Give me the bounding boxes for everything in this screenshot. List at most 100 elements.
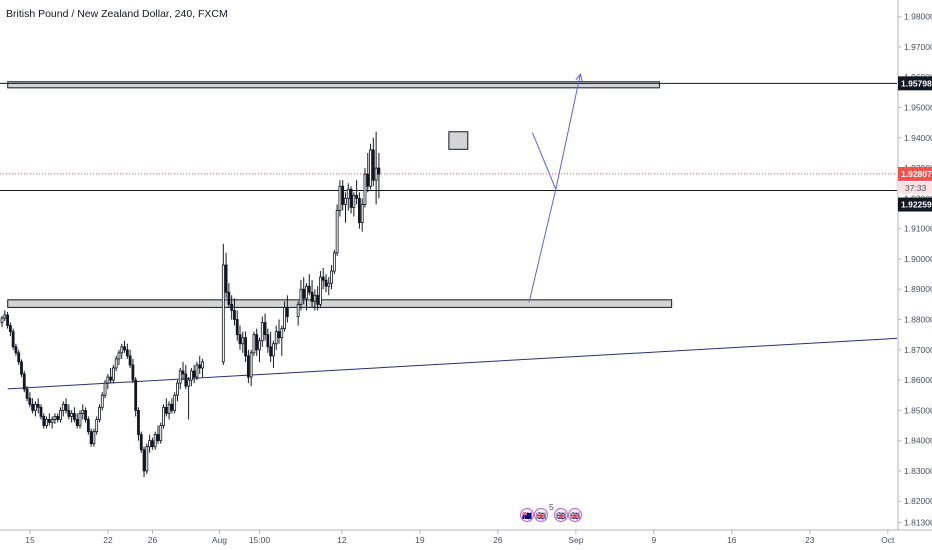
candle-body <box>178 370 182 384</box>
candle-body <box>198 364 202 369</box>
candle-body <box>89 431 93 445</box>
candle-body <box>125 349 129 357</box>
candle-body <box>246 355 250 378</box>
candle-body <box>167 403 171 414</box>
candle-body <box>274 331 278 345</box>
candle-body <box>299 288 303 305</box>
price-tag-current-bg <box>898 166 932 181</box>
candle-body <box>184 373 188 387</box>
candle-body <box>59 409 62 420</box>
candle-body <box>39 406 43 417</box>
candle-body <box>100 394 104 408</box>
price-tag-upper-zone: 1.95798 <box>901 78 932 88</box>
candle-body <box>20 361 23 375</box>
y-tick-label: 1.89000 <box>904 284 932 294</box>
trendline <box>7 337 898 390</box>
candle-body <box>230 303 234 311</box>
candle-body <box>176 382 179 396</box>
candle-body <box>114 358 118 369</box>
candle-body <box>106 376 110 384</box>
x-tick-label: Aug <box>212 535 227 545</box>
candle-body <box>305 285 308 299</box>
candle-body <box>162 406 165 426</box>
candle-body <box>56 416 60 420</box>
candle-body <box>201 361 204 369</box>
candle-body <box>34 403 37 411</box>
candle-body <box>195 364 199 378</box>
x-tick-label: 12 <box>337 535 347 545</box>
candle-body <box>64 403 68 411</box>
candle-body <box>53 416 57 420</box>
candle-body <box>109 376 113 381</box>
candle-body <box>313 294 317 302</box>
candle-body <box>330 270 333 284</box>
candle-body <box>75 419 79 426</box>
candle-body <box>238 334 242 345</box>
y-tick-label: 1.91000 <box>904 224 932 234</box>
candle-body <box>255 334 259 351</box>
countdown-bg <box>898 181 932 194</box>
event-flag-glyph: 🇦🇺 <box>522 511 532 521</box>
zone-rect <box>7 81 660 89</box>
candle-body <box>181 370 185 375</box>
candle-body <box>31 403 35 411</box>
candle-body <box>123 346 126 351</box>
candle-body <box>227 291 231 305</box>
y-tick-label: 1.97000 <box>904 42 932 52</box>
candle-body <box>272 343 275 357</box>
event-flag-icon <box>519 507 535 523</box>
candle-body <box>170 403 174 411</box>
candle-body <box>266 334 270 348</box>
candle-body <box>137 409 140 436</box>
y-tick-label: 1.81300 <box>904 517 932 527</box>
price-tag-support-line: 1.92259 <box>901 200 932 210</box>
candle-body <box>14 346 18 354</box>
candle-body <box>338 185 342 211</box>
candle-body <box>47 419 51 423</box>
candle-body <box>36 403 40 408</box>
candle-body <box>128 355 132 366</box>
candle-body <box>0 317 4 323</box>
projection-path <box>528 74 581 303</box>
price-tag-upper-zone-bg <box>898 76 932 91</box>
x-tick-label: 26 <box>493 535 503 545</box>
candle-body <box>22 373 26 390</box>
candle-body <box>241 337 245 345</box>
candle-body <box>233 310 236 320</box>
candle-body <box>70 412 74 417</box>
candle-body <box>283 306 286 329</box>
candle-body <box>73 412 76 420</box>
candle-body <box>307 285 311 293</box>
zone-rect <box>448 131 469 150</box>
candle-body <box>324 279 328 287</box>
candle-body <box>98 406 101 420</box>
candle-body <box>142 449 146 472</box>
candle-body <box>120 346 124 354</box>
candle-body <box>11 331 15 348</box>
candle-body <box>363 173 367 205</box>
candle-body <box>103 382 107 396</box>
candle-body <box>112 367 115 381</box>
candle-body <box>310 291 314 302</box>
candle-body <box>153 434 157 448</box>
candle-body <box>316 294 320 305</box>
x-tick-label: 15:00 <box>249 535 271 545</box>
x-tick-label: Sep <box>568 535 583 545</box>
candle-body <box>374 167 378 181</box>
x-tick-label: 22 <box>103 535 113 545</box>
candle-body <box>189 370 193 381</box>
candle-body <box>25 388 29 399</box>
candle-body <box>159 425 163 442</box>
y-tick-label: 1.94000 <box>904 133 932 143</box>
candle-body <box>187 379 190 387</box>
x-tick-label: 26 <box>148 535 158 545</box>
price-tag-current: 1.92807 <box>901 169 932 179</box>
x-tick-label: 15 <box>25 535 35 545</box>
y-tick-label: 1.98000 <box>904 12 932 22</box>
price-tag-support-line-bg <box>898 197 932 212</box>
candle-body <box>258 340 261 351</box>
candle-body <box>327 282 331 287</box>
candle-body <box>296 303 300 317</box>
